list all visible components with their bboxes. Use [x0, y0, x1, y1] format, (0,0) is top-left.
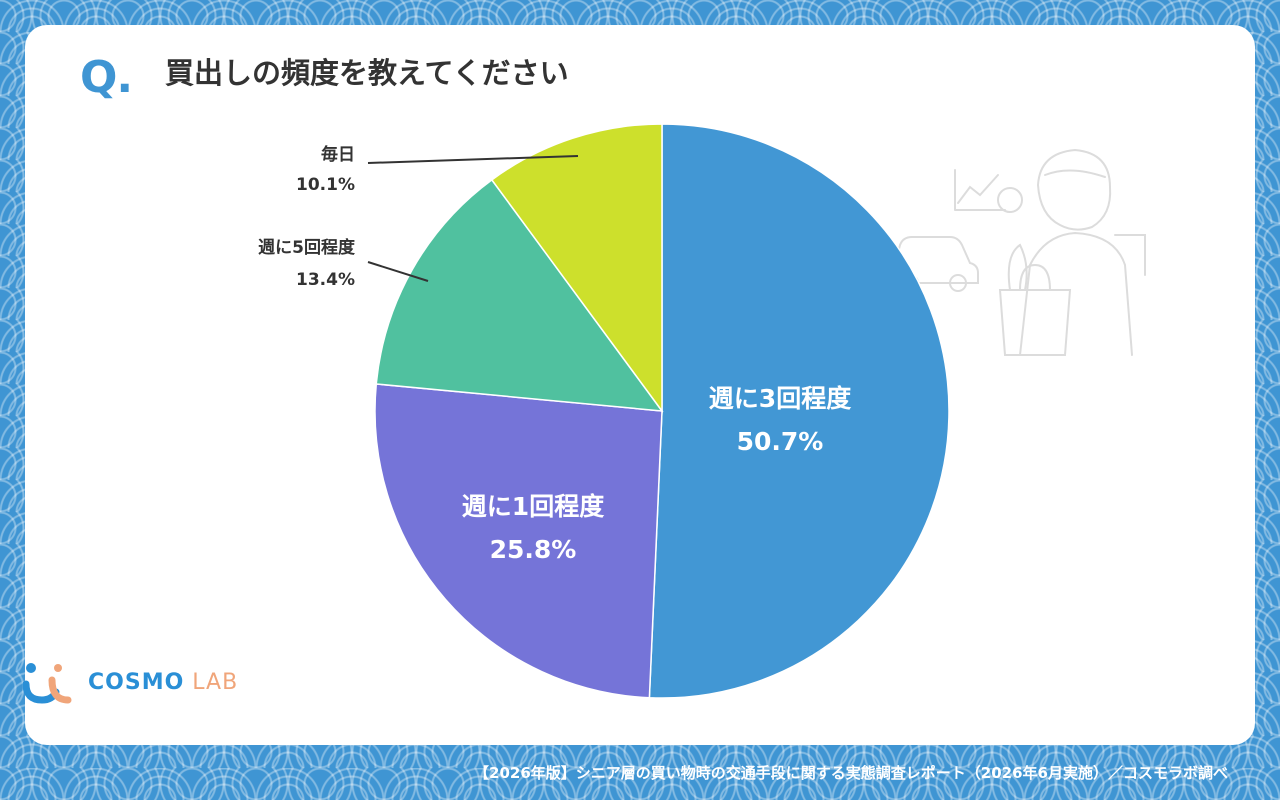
slice-weekly-5-leader-line	[367, 261, 429, 282]
woman-body	[1019, 231, 1133, 356]
slice-weekly-1-label: 週に1回程度	[462, 492, 604, 521]
bread	[1007, 243, 1028, 291]
logo-suffix: LAB	[192, 669, 239, 695]
slice-weekly-5-value: 13.4%	[296, 270, 355, 290]
slice-weekly-3-label: 週に3回程度	[709, 384, 851, 413]
cosmo-lab-logo: COSMO LAB	[22, 660, 238, 704]
slice-daily	[490, 123, 663, 414]
slice-daily-leader-line	[367, 155, 579, 164]
slice-weekly-1	[374, 383, 663, 699]
question-mark: Q.	[80, 52, 133, 103]
trend-chart-icon	[954, 169, 1006, 211]
shopping-bag	[998, 263, 1072, 356]
slice-weekly-5	[375, 178, 664, 412]
slice-weekly-5-label: 週に5回程度	[258, 237, 356, 258]
woman-head	[1036, 148, 1112, 231]
chart-title: 買出しの頻度を教えてください	[165, 56, 569, 90]
logo-mark-icon	[22, 663, 72, 704]
senior-shopping-illustration	[889, 148, 1146, 356]
coin-icon	[997, 187, 1023, 213]
slice-daily-value: 10.1%	[296, 175, 355, 195]
slice-weekly-3	[648, 123, 950, 699]
slice-daily-label: 毎日	[321, 144, 355, 165]
slice-weekly-1-value: 25.8%	[490, 535, 577, 564]
logo-brand: COSMO	[88, 669, 185, 695]
source-footer: 【2026年版】シニア層の買い物時の交通手段に関する実態調査レポート（2026年…	[474, 764, 1228, 782]
slice-weekly-3-value: 50.7%	[737, 427, 824, 456]
